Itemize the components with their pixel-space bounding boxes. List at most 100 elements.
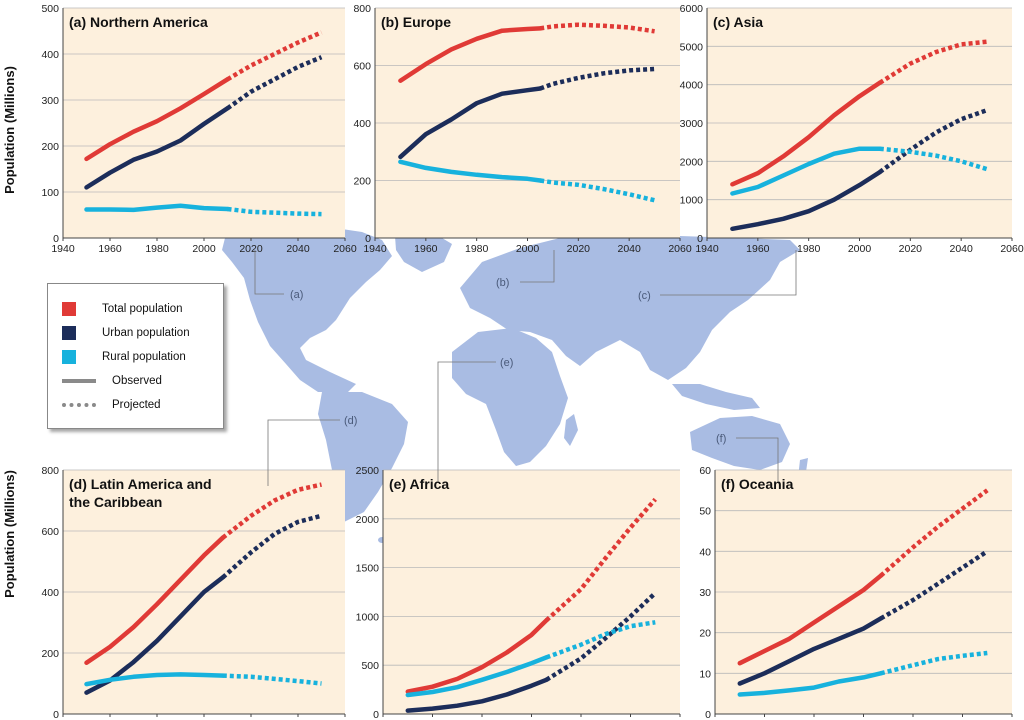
y-tick-label: 0 bbox=[53, 233, 59, 245]
series-line-total-projected bbox=[544, 497, 657, 622]
plot-area bbox=[383, 470, 680, 714]
map-se-asia bbox=[672, 384, 760, 410]
y-tick-label: 300 bbox=[41, 95, 59, 107]
map-label-a: (a) bbox=[290, 289, 303, 301]
y-tick-label: 600 bbox=[353, 61, 371, 73]
leader-a bbox=[254, 250, 284, 295]
map-north-america bbox=[222, 222, 392, 392]
series-line-rural-projected bbox=[539, 178, 656, 203]
dotted-line-icon bbox=[62, 403, 96, 407]
y-tick-label: 20 bbox=[699, 628, 711, 640]
panel-title: (d) Latin America and bbox=[69, 476, 212, 492]
x-tick-label: 2060 bbox=[1000, 243, 1024, 255]
series-line-total-observed bbox=[398, 26, 543, 83]
x-tick-label: 1960 bbox=[414, 243, 438, 255]
legend-item-rural: Rural population bbox=[62, 348, 186, 366]
series-line-total-observed bbox=[84, 77, 230, 162]
legend-label: Observed bbox=[112, 375, 162, 387]
rural-swatch-icon bbox=[62, 350, 76, 364]
y-axis-label-bottom: Population (Millions) bbox=[2, 470, 17, 598]
panel-title: (b) Europe bbox=[381, 14, 451, 30]
y-tick-label: 10 bbox=[699, 668, 711, 680]
y-tick-label: 800 bbox=[353, 3, 371, 15]
legend-item-projected: Projected bbox=[62, 396, 161, 414]
leader-e bbox=[437, 361, 496, 482]
y-tick-label: 200 bbox=[41, 141, 59, 153]
map-madagascar bbox=[564, 414, 578, 446]
panel-title: (c) Asia bbox=[713, 14, 763, 30]
leader-f bbox=[736, 437, 779, 482]
x-tick-label: 1940 bbox=[695, 243, 719, 255]
x-tick-label: 2060 bbox=[668, 243, 692, 255]
y-tick-label: 1000 bbox=[356, 611, 380, 623]
chart-panel-e: 0500100015002000250019401960198020002020… bbox=[356, 465, 692, 720]
legend-label: Total population bbox=[102, 303, 183, 315]
y-tick-label: 4000 bbox=[680, 80, 704, 92]
series-line-rural-projected bbox=[227, 206, 322, 217]
map-eurasia bbox=[460, 234, 800, 380]
series-line-urban-observed bbox=[730, 169, 883, 232]
map-label-c: (c) bbox=[638, 290, 651, 302]
y-tick-label: 200 bbox=[41, 648, 59, 660]
legend-item-observed: Observed bbox=[62, 372, 162, 390]
chart-panel-a: 0 100 200 300 400 500 1940 1960 1980 2000 2020 2040… bbox=[41, 3, 356, 255]
map-label-b: (b) bbox=[496, 277, 509, 289]
map-greenland bbox=[395, 232, 452, 272]
leader-d bbox=[267, 419, 340, 486]
chart-panel-c: 0 1000 2000 3000 4000 5000 6000 1940 1960 1980 200… bbox=[680, 3, 1024, 255]
series-line-urban-projected bbox=[539, 66, 655, 91]
map-label-d: (d) bbox=[344, 415, 357, 427]
x-tick-label: 1940 bbox=[51, 243, 75, 255]
map-label-f: (f) bbox=[716, 433, 726, 445]
x-tick-label: 2000 bbox=[848, 243, 872, 255]
y-tick-label: 3000 bbox=[680, 118, 704, 130]
x-tick-label: 2020 bbox=[239, 243, 263, 255]
leader-lines bbox=[254, 250, 797, 486]
urban-swatch-icon bbox=[62, 326, 76, 340]
series-line-urban-observed bbox=[84, 106, 230, 190]
y-tick-label: 400 bbox=[41, 587, 59, 599]
map-australia bbox=[690, 416, 790, 470]
chart-panel-f: 0102030405060194019601980200020202040206… bbox=[699, 465, 1024, 720]
x-tick-label: 2000 bbox=[192, 243, 216, 255]
series-line-rural-observed bbox=[730, 146, 883, 196]
chart-panel-d: 0200400600800194019601980200020202040206… bbox=[41, 465, 356, 720]
leader-c bbox=[660, 250, 797, 296]
series-line-rural-projected bbox=[880, 650, 988, 676]
y-tick-label: 60 bbox=[699, 465, 711, 477]
y-tick-label: 2000 bbox=[680, 156, 704, 168]
series-line-total-observed bbox=[405, 618, 549, 694]
series-line-rural-projected bbox=[879, 146, 988, 172]
series-line-total-projected bbox=[221, 482, 322, 540]
x-tick-label: 2020 bbox=[899, 243, 923, 255]
x-tick-label: 2040 bbox=[949, 243, 973, 255]
series-line-rural-projected bbox=[222, 673, 322, 686]
legend: Total population Urban population Rural … bbox=[47, 283, 224, 429]
series-line-urban-projected bbox=[545, 591, 657, 682]
panel-title: (f) Oceania bbox=[721, 476, 794, 492]
panel-title: (e) Africa bbox=[389, 476, 449, 492]
y-tick-label: 0 bbox=[53, 709, 59, 720]
series-line-total-projected bbox=[539, 22, 655, 34]
legend-item-total: Total population bbox=[62, 300, 183, 318]
series-line-total-observed bbox=[730, 80, 883, 187]
x-tick-label: 1960 bbox=[746, 243, 770, 255]
y-tick-label: 5000 bbox=[680, 41, 704, 53]
series-line-urban-projected bbox=[878, 108, 988, 174]
y-tick-label: 50 bbox=[699, 506, 711, 518]
series-line-total-observed bbox=[84, 535, 226, 666]
series-line-urban-observed bbox=[405, 677, 549, 713]
leader-b bbox=[520, 250, 555, 283]
y-tick-label: 0 bbox=[705, 709, 711, 720]
legend-item-urban: Urban population bbox=[62, 324, 190, 342]
y-tick-label: 0 bbox=[697, 233, 703, 245]
x-tick-label: 2000 bbox=[516, 243, 540, 255]
y-tick-label: 400 bbox=[41, 49, 59, 61]
map-label-e: (e) bbox=[500, 357, 513, 369]
world-map bbox=[222, 222, 808, 559]
series-line-total-projected bbox=[879, 488, 989, 578]
y-tick-label: 6000 bbox=[680, 3, 704, 15]
series-line-total-observed bbox=[737, 573, 884, 666]
y-tick-label: 2500 bbox=[356, 465, 380, 477]
